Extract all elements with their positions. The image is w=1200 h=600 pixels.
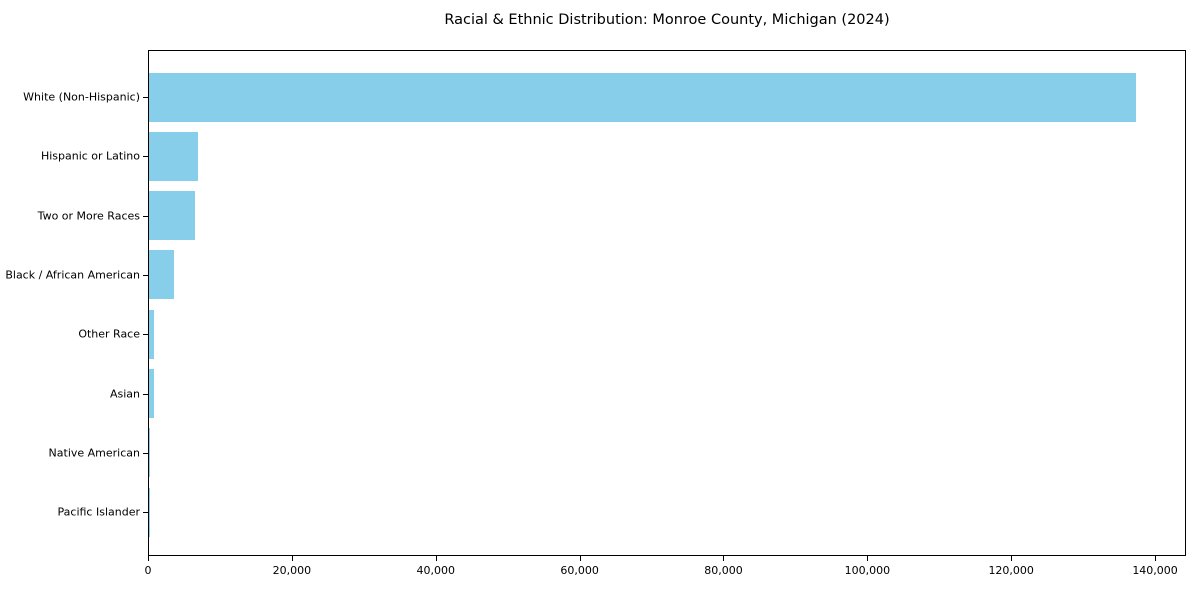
category-label: Asian [109, 387, 140, 400]
category-label: Black / African American [5, 268, 140, 282]
x-tick-mark [867, 556, 869, 561]
bar-asian [149, 369, 155, 418]
x-tick-label: 20,000 [272, 564, 312, 577]
y-tick-mark [143, 274, 148, 276]
category-label: White (Non-Hispanic) [23, 90, 140, 104]
x-tick-mark [579, 556, 581, 561]
y-tick-mark [143, 156, 148, 158]
bar-white-non-hispanic [149, 72, 1137, 122]
y-tick-mark [143, 452, 148, 454]
category-label: Two or More Races [37, 209, 140, 223]
category-label: Native American [48, 446, 140, 460]
x-tick-mark [1011, 556, 1013, 561]
x-tick-mark [148, 556, 149, 561]
x-tick-mark [1155, 556, 1157, 561]
bar-two-or-more-races [149, 191, 195, 241]
x-tick-label: 40,000 [416, 564, 455, 577]
x-tick-label: 80,000 [704, 564, 743, 577]
bar-other-race [149, 309, 155, 359]
bar-native-american [149, 428, 150, 478]
x-tick-label: 0 [144, 564, 152, 577]
y-tick-mark [143, 393, 148, 395]
x-tick-mark [435, 556, 437, 561]
x-tick-label: 100,000 [844, 564, 891, 577]
plot-area [148, 50, 1186, 556]
bar-hispanic-or-latino [149, 131, 198, 181]
chart-title: Racial & Ethnic Distribution: Monroe Cou… [444, 12, 890, 28]
bar-black-african-american [149, 250, 175, 300]
y-tick-mark [143, 334, 148, 336]
x-tick-mark [723, 556, 725, 561]
category-label: Other Race [78, 327, 140, 341]
x-tick-mark [291, 556, 293, 561]
y-tick-mark [143, 215, 148, 217]
category-label: Pacific Islander [57, 505, 140, 519]
x-tick-label: 120,000 [988, 564, 1034, 577]
x-tick-label: 60,000 [560, 564, 599, 577]
x-tick-label: 140,000 [1132, 564, 1178, 577]
y-tick-mark [143, 97, 148, 98]
y-tick-mark [143, 512, 148, 514]
category-label: Hispanic or Latino [40, 149, 140, 163]
